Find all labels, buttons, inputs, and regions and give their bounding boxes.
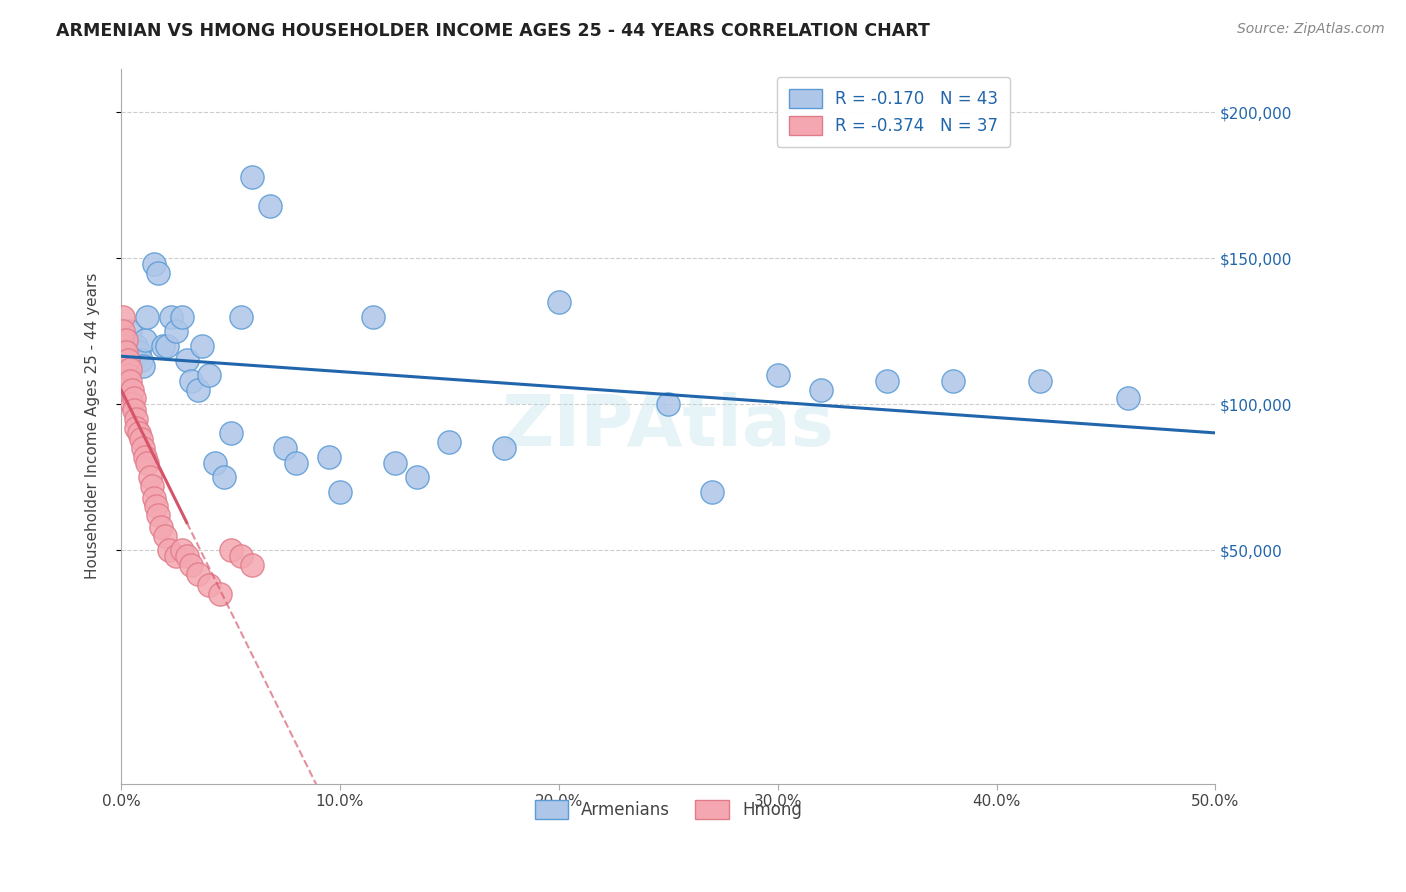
Point	[122, 403, 145, 417]
Point	[1029, 374, 1052, 388]
Point	[128, 344, 150, 359]
Point	[172, 310, 194, 324]
Point	[180, 374, 202, 388]
Point	[187, 383, 209, 397]
Point	[136, 456, 159, 470]
Point	[148, 266, 170, 280]
Point	[125, 339, 148, 353]
Point	[121, 383, 143, 397]
Point	[141, 479, 163, 493]
Point	[766, 368, 789, 382]
Point	[329, 484, 352, 499]
Point	[125, 420, 148, 434]
Point	[318, 450, 340, 464]
Point	[204, 456, 226, 470]
Text: ARMENIAN VS HMONG HOUSEHOLDER INCOME AGES 25 - 44 YEARS CORRELATION CHART: ARMENIAN VS HMONG HOUSEHOLDER INCOME AGE…	[56, 22, 931, 40]
Point	[439, 435, 461, 450]
Point	[157, 543, 180, 558]
Point	[165, 549, 187, 563]
Point	[242, 169, 264, 184]
Point	[117, 368, 139, 382]
Point	[942, 374, 965, 388]
Point	[132, 359, 155, 374]
Point	[274, 441, 297, 455]
Point	[384, 456, 406, 470]
Point	[153, 528, 176, 542]
Point	[118, 324, 141, 338]
Point	[138, 470, 160, 484]
Point	[1116, 392, 1139, 406]
Text: ZIPAtlas: ZIPAtlas	[502, 392, 835, 460]
Point	[172, 543, 194, 558]
Point	[152, 339, 174, 353]
Point	[197, 578, 219, 592]
Text: Source: ZipAtlas.com: Source: ZipAtlas.com	[1237, 22, 1385, 37]
Point	[212, 470, 235, 484]
Point	[156, 339, 179, 353]
Point	[361, 310, 384, 324]
Point	[219, 543, 242, 558]
Point	[117, 353, 139, 368]
Point	[176, 549, 198, 563]
Point	[208, 587, 231, 601]
Point	[128, 426, 150, 441]
Point	[143, 257, 166, 271]
Point	[810, 383, 832, 397]
Point	[176, 353, 198, 368]
Point	[700, 484, 723, 499]
Point	[134, 333, 156, 347]
Point	[148, 508, 170, 523]
Point	[657, 397, 679, 411]
Point	[160, 310, 183, 324]
Point	[121, 397, 143, 411]
Point	[112, 324, 135, 338]
Point	[118, 362, 141, 376]
Point	[129, 353, 152, 368]
Point	[149, 520, 172, 534]
Point	[405, 470, 427, 484]
Point	[114, 333, 136, 347]
Point	[118, 374, 141, 388]
Point	[136, 310, 159, 324]
Point	[125, 412, 148, 426]
Point	[231, 549, 253, 563]
Point	[876, 374, 898, 388]
Point	[129, 432, 152, 446]
Point	[494, 441, 516, 455]
Point	[180, 558, 202, 572]
Legend: Armenians, Hmong: Armenians, Hmong	[529, 793, 808, 825]
Point	[259, 199, 281, 213]
Point	[231, 310, 253, 324]
Point	[145, 500, 167, 514]
Point	[242, 558, 264, 572]
Point	[132, 441, 155, 455]
Point	[112, 310, 135, 324]
Y-axis label: Householder Income Ages 25 - 44 years: Householder Income Ages 25 - 44 years	[86, 273, 100, 579]
Point	[165, 324, 187, 338]
Point	[143, 491, 166, 505]
Point	[187, 566, 209, 581]
Point	[191, 339, 214, 353]
Point	[122, 392, 145, 406]
Point	[219, 426, 242, 441]
Point	[114, 344, 136, 359]
Point	[547, 295, 569, 310]
Point	[285, 456, 308, 470]
Point	[134, 450, 156, 464]
Point	[197, 368, 219, 382]
